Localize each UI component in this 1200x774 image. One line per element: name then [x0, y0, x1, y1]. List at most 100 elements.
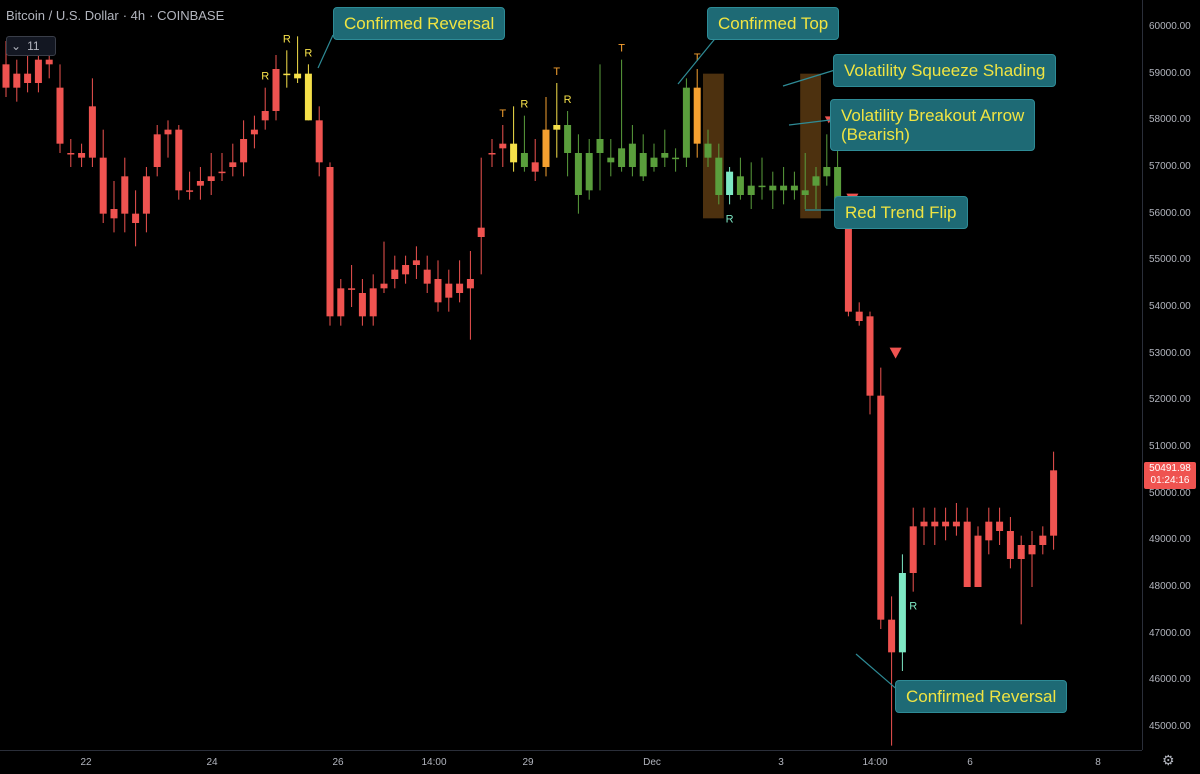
- candle-body: [456, 283, 464, 293]
- time-tick: 24: [206, 757, 218, 768]
- candle-body: [142, 176, 150, 214]
- candle-body: [477, 227, 485, 237]
- candle-body: [909, 526, 917, 573]
- chevron-down-icon: ⌄: [11, 39, 22, 53]
- callout-text: Red Trend Flip: [845, 203, 957, 222]
- candle-body: [888, 619, 896, 653]
- candle-body: [348, 288, 356, 290]
- candle-body: [628, 143, 636, 167]
- candle-body: [542, 129, 550, 167]
- candle-body: [34, 59, 42, 83]
- gear-icon[interactable]: ⚙: [1162, 752, 1175, 768]
- candle-body: [272, 69, 280, 111]
- price-tick: 49000.00: [1149, 534, 1191, 546]
- signal-label: R: [304, 47, 312, 59]
- price-tick: 46000.00: [1149, 674, 1191, 686]
- candle-body: [218, 171, 226, 174]
- candle-body: [996, 521, 1004, 531]
- candle-body: [952, 521, 960, 527]
- candle-body: [326, 167, 334, 317]
- candle-body: [412, 260, 420, 265]
- candle-body: [358, 293, 366, 317]
- candle-body: [315, 120, 323, 163]
- trend-flip-arrow: [889, 347, 902, 359]
- callout-volatility-breakout: Volatility Breakout Arrow (Bearish): [830, 99, 1036, 151]
- candle-body: [520, 153, 528, 167]
- candle-body: [1028, 545, 1036, 555]
- price-tick: 60000.00: [1149, 21, 1191, 32]
- candle-body: [963, 521, 971, 587]
- candle-body: [67, 153, 75, 155]
- candle-body: [898, 573, 906, 653]
- time-tick: 22: [80, 757, 92, 768]
- time-axis[interactable]: [0, 750, 1142, 774]
- candle-body: [510, 143, 518, 163]
- indicator-collapse-button[interactable]: ⌄ 11: [6, 36, 56, 56]
- candle-body: [250, 129, 258, 135]
- time-tick: 3: [778, 757, 784, 768]
- candle-body: [650, 157, 658, 167]
- candle-body: [466, 279, 474, 289]
- candle-body: [294, 73, 302, 79]
- price-tick: 54000.00: [1149, 301, 1191, 313]
- candle-body: [78, 153, 86, 158]
- interval-label: 4h: [130, 8, 146, 23]
- candle-body: [24, 73, 32, 83]
- signal-label: T: [553, 66, 560, 78]
- candle-body: [639, 153, 647, 177]
- candle-body: [1050, 470, 1058, 536]
- price-tick: 55000.00: [1149, 254, 1191, 266]
- price-tick: 45000.00: [1149, 721, 1191, 733]
- candle-body: [682, 87, 690, 158]
- price-tick: 56000.00: [1149, 207, 1191, 219]
- candle-body: [942, 521, 950, 527]
- signal-label: R: [261, 71, 269, 83]
- candle-body: [56, 87, 64, 144]
- candle-body: [758, 185, 766, 188]
- price-tick: 50000.00: [1149, 487, 1191, 499]
- candle-body: [715, 157, 723, 195]
- candle-body: [45, 59, 53, 65]
- callout-text: Volatility Squeeze Shading: [844, 61, 1046, 80]
- price-tick: 53000.00: [1149, 347, 1191, 359]
- candle-body: [877, 395, 885, 620]
- price-tick: 47000.00: [1149, 627, 1191, 639]
- price-axis[interactable]: [1142, 0, 1200, 750]
- candle-body: [780, 185, 788, 191]
- candle-body: [618, 148, 626, 167]
- price-tick: 57000.00: [1149, 161, 1191, 172]
- candle-body: [164, 129, 172, 135]
- candle-body: [661, 153, 669, 158]
- candle-body: [434, 279, 442, 303]
- exchange-label: COINBASE: [157, 8, 225, 23]
- candle-body: [769, 185, 777, 191]
- candle-body: [337, 288, 345, 317]
- callout-confirmed-reversal-bottom: Confirmed Reversal: [895, 680, 1068, 713]
- candle-body: [736, 176, 744, 195]
- candle-body: [261, 111, 269, 121]
- callout-volatility-squeeze: Volatility Squeeze Shading: [833, 54, 1057, 87]
- price-tick: 51000.00: [1149, 441, 1191, 453]
- time-tick: 29: [522, 757, 534, 768]
- candle-body: [747, 185, 755, 195]
- candle-body: [823, 167, 831, 177]
- candle-body: [672, 157, 680, 160]
- candle-body: [1006, 531, 1014, 559]
- signal-label: T: [694, 52, 701, 64]
- candle-body: [564, 125, 572, 153]
- candle-body: [304, 73, 312, 121]
- signal-label: R: [283, 33, 291, 45]
- candle-body: [931, 521, 939, 527]
- candle-body: [229, 162, 237, 167]
- last-price-label: 50491.98 01:24:16: [1144, 462, 1196, 489]
- candle-body: [153, 134, 161, 167]
- candle-body: [132, 213, 140, 223]
- time-tick: 26: [332, 757, 344, 768]
- candle-body: [920, 521, 928, 527]
- candle-body: [726, 171, 734, 195]
- signal-label: R: [726, 213, 734, 225]
- candle-body: [196, 181, 204, 186]
- candle-body: [790, 185, 798, 191]
- candle-body: [391, 269, 399, 279]
- callout-leader: [782, 69, 836, 87]
